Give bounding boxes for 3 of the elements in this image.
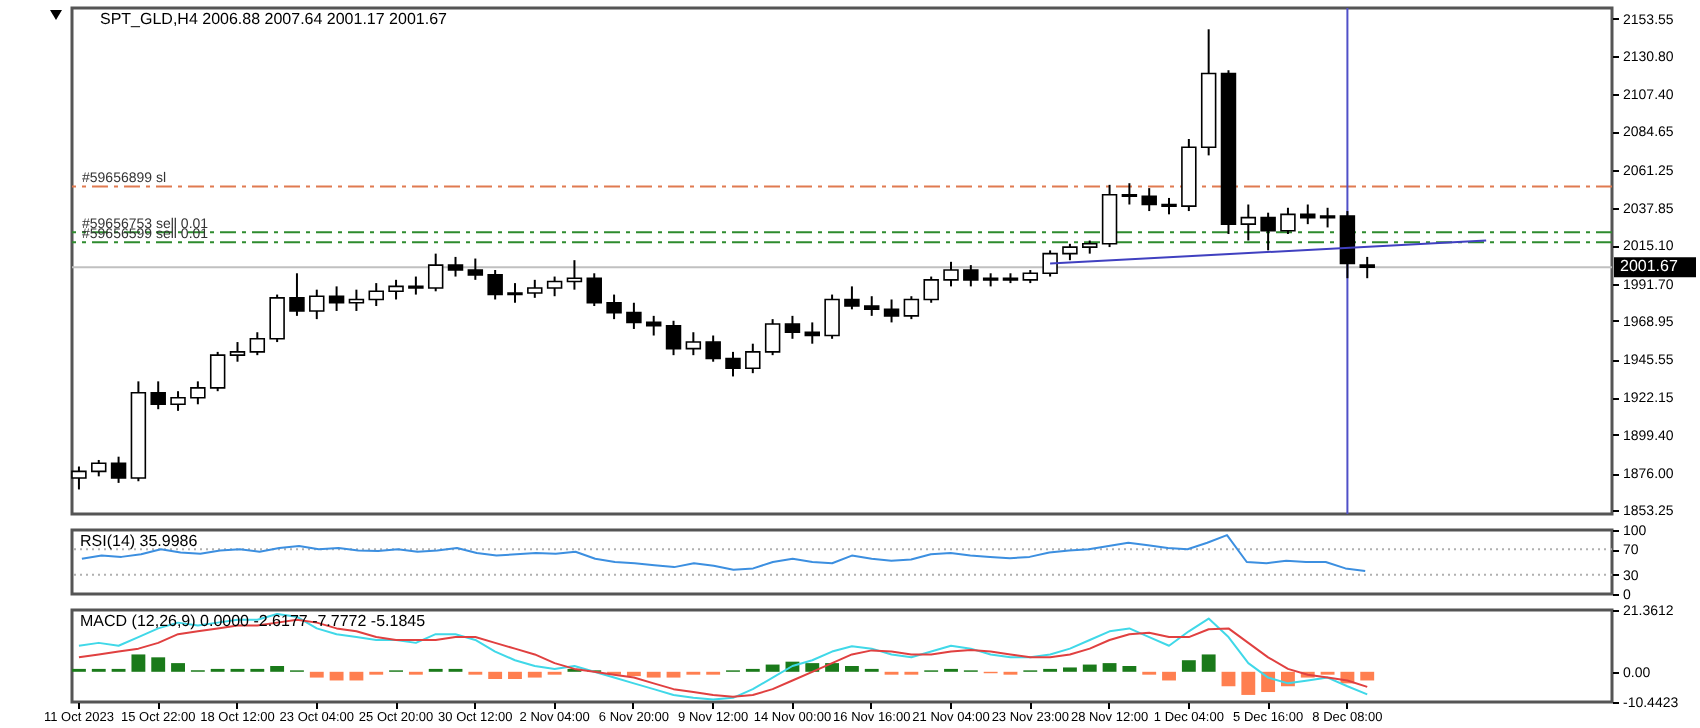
chart-title: SPT_GLD,H4 2006.88 2007.64 2001.17 2001.67 bbox=[100, 10, 449, 28]
ref-line-label: 2001.67 bbox=[1620, 257, 1679, 276]
chart-title: RSI(14) 35.9986 bbox=[80, 532, 199, 550]
